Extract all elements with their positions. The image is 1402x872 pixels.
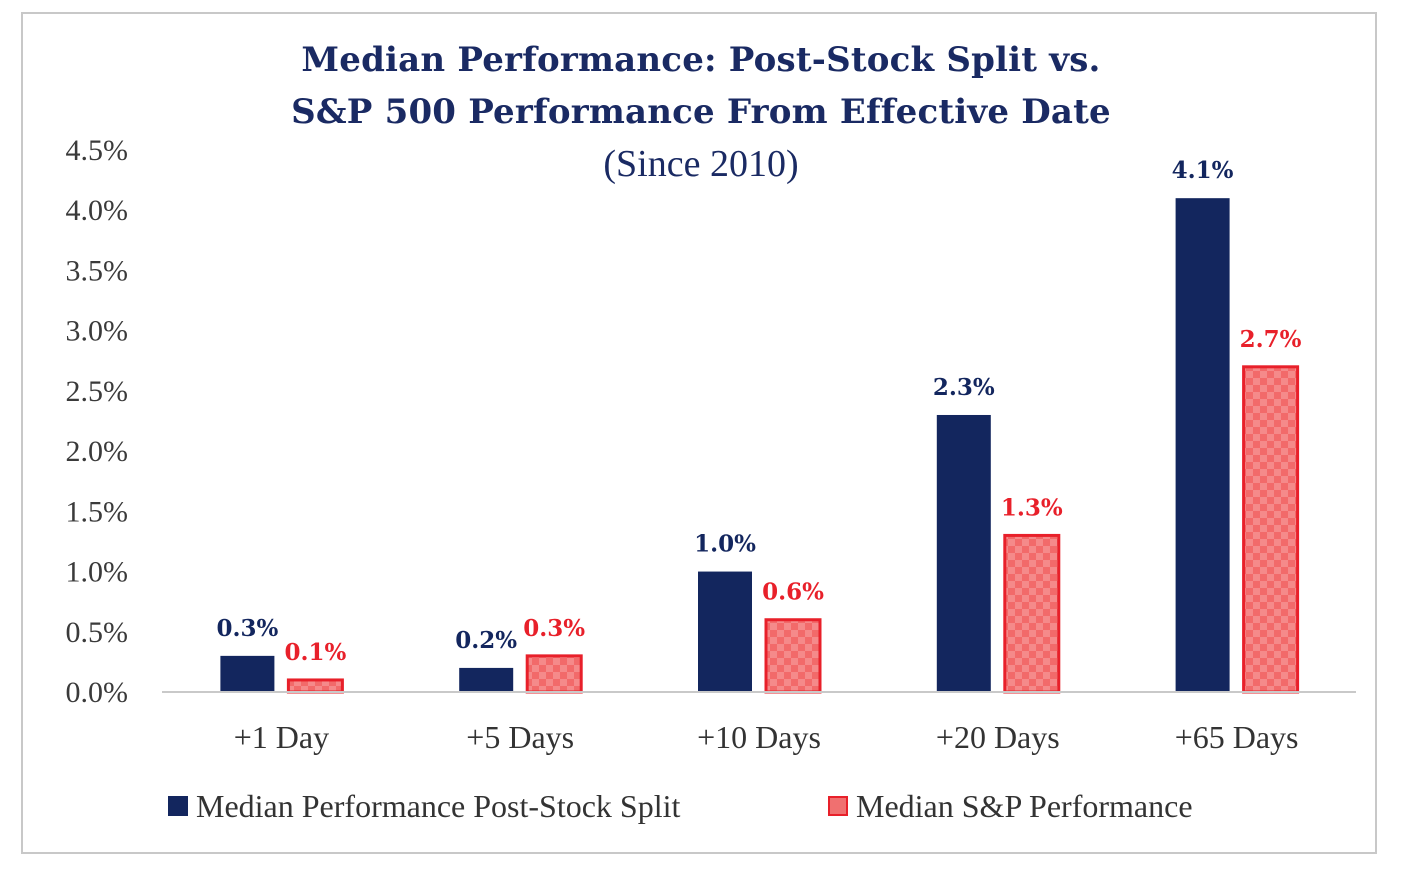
y-tick-label: 3.0% <box>66 315 129 348</box>
y-tick-label: 1.0% <box>66 556 129 589</box>
x-tick-label: +65 Days <box>1175 719 1299 755</box>
y-tick-label: 0.0% <box>66 676 129 709</box>
y-tick-label: 2.0% <box>66 435 129 468</box>
y-tick-label: 4.5% <box>66 134 129 167</box>
data-label-sp500: 1.3% <box>1001 494 1063 521</box>
x-tick-label: +20 Days <box>936 719 1060 755</box>
bar-sp500 <box>286 678 344 694</box>
bar-sp500 <box>1242 365 1300 694</box>
legend-swatch-sp500 <box>828 796 848 816</box>
bar-sp500 <box>764 618 822 694</box>
y-tick-label: 0.5% <box>66 616 129 649</box>
chart-title-line-2: S&P 500 Performance From Effective Date <box>291 92 1111 132</box>
bar-post-split <box>698 571 752 692</box>
legend-label-sp500: Median S&P Performance <box>856 787 1193 824</box>
x-tick-label: +5 Days <box>466 719 574 755</box>
y-tick-label: 4.0% <box>66 194 129 227</box>
bar-post-split <box>459 667 514 692</box>
data-label-sp500: 0.6% <box>762 579 824 606</box>
bar-sp500 <box>525 654 583 694</box>
bar-post-split <box>220 655 275 692</box>
chart-title-line-1: Median Performance: Post-Stock Split vs. <box>301 40 1101 80</box>
data-label-sp500: 0.3% <box>523 615 585 642</box>
chart-frame <box>21 12 1377 854</box>
bar-post-split <box>936 414 991 692</box>
data-label-post-split: 0.3% <box>216 615 278 642</box>
chart-subtitle: (Since 2010) <box>603 143 799 185</box>
data-label-post-split: 2.3% <box>933 374 995 401</box>
data-label-post-split: 1.0% <box>694 531 756 558</box>
legend-item-post-split: Median Performance Post-Stock Split <box>168 786 680 826</box>
y-tick-label: 1.5% <box>66 495 129 528</box>
data-label-sp500: 2.7% <box>1240 326 1302 353</box>
y-tick-label: 3.5% <box>66 254 129 287</box>
legend-label-post-split: Median Performance Post-Stock Split <box>196 787 681 824</box>
data-label-post-split: 0.2% <box>455 627 517 654</box>
legend-item-sp500: Median S&P Performance <box>828 786 1193 826</box>
data-label-sp500: 0.1% <box>284 639 346 666</box>
bar-post-split <box>1175 198 1230 692</box>
y-tick-label: 2.5% <box>66 375 129 408</box>
data-label-post-split: 4.1% <box>1172 157 1234 184</box>
bar-sp500 <box>1003 533 1061 694</box>
x-tick-label: +1 Day <box>234 719 329 755</box>
legend-swatch-post-split <box>168 796 188 816</box>
x-tick-label: +10 Days <box>697 719 821 755</box>
